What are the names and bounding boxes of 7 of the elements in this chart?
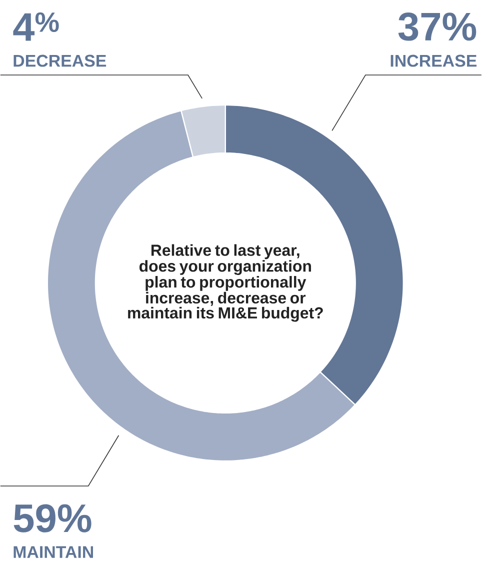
data-label: 59%	[14, 504, 92, 532]
data-label: 37%	[398, 12, 476, 41]
slice-label: INCREASE	[390, 54, 477, 67]
data-label: 4$^{%}$	[13, 12, 59, 41]
text: Relative to last year, does your organization plan to proportionally increase, decrease or maintain its MI&E budget?	[128, 244, 323, 322]
slice-label: DECREASE	[14, 54, 106, 67]
slice-label: MAINTAIN	[14, 546, 94, 558]
